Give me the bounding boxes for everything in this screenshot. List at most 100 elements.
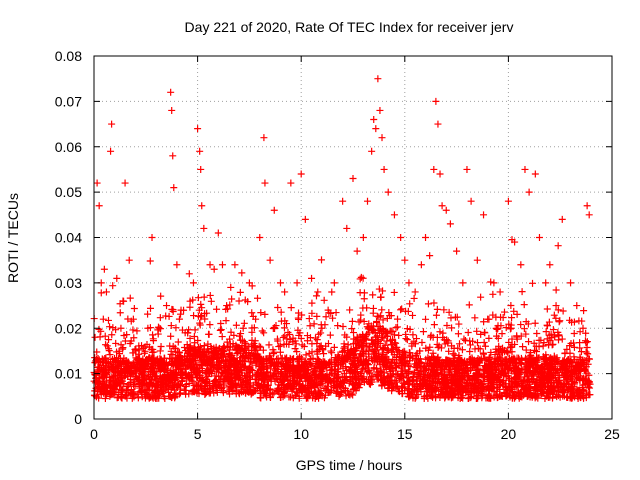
background-point [465,394,473,402]
background-point [216,326,224,334]
background-point [431,365,439,373]
background-point [410,294,418,302]
background-point [389,345,397,353]
background-point [299,371,307,379]
background-point [400,360,408,368]
background-point [246,365,254,373]
background-point [340,377,348,385]
background-point [320,350,328,358]
background-point [222,357,230,365]
background-point [560,392,568,400]
background-point [266,385,274,393]
background-point [261,310,269,318]
background-point [559,307,567,315]
background-point [157,355,165,363]
background-point [155,324,163,332]
background-point [357,351,365,359]
background-point [406,390,414,398]
background-point [294,315,302,323]
background-point [413,355,421,363]
background-point [424,372,432,380]
background-point [182,347,190,355]
y-tick-label: 0 [74,411,82,427]
background-point [464,328,472,336]
background-point [237,330,245,338]
background-point [582,339,590,347]
background-point [513,310,521,318]
background-point [584,360,592,368]
background-point [150,362,158,370]
background-point [195,390,203,398]
background-point [125,358,133,366]
background-point [299,382,307,390]
data-point [463,165,471,173]
background-point [228,295,236,303]
background-point [341,331,349,339]
background-point [192,369,200,377]
background-point [201,310,209,318]
data-point [144,324,152,332]
background-point [116,350,124,358]
background-point [522,368,530,376]
background-point [359,304,367,312]
background-point [413,335,421,343]
background-point [186,303,194,311]
background-point [487,348,495,356]
background-point [351,357,359,365]
background-point [133,327,141,335]
background-point [466,341,474,349]
background-point [217,350,225,358]
background-point [238,380,246,388]
data-point [245,279,253,287]
background-point [220,379,228,387]
background-point [104,316,112,324]
background-point [283,367,291,375]
background-point [396,375,404,383]
background-point [429,369,437,377]
background-point [406,325,414,333]
data-point [261,179,269,187]
data-point [417,261,425,269]
data-point [432,97,440,105]
background-point [439,333,447,341]
background-point [513,389,521,397]
background-point [380,344,388,352]
background-point [131,382,139,390]
background-point [197,300,205,308]
background-point [547,356,555,364]
background-point [384,384,392,392]
background-point [361,358,369,366]
background-point [363,331,371,339]
background-point [302,386,310,394]
background-point [369,372,377,380]
background-point [430,321,438,329]
background-point [289,372,297,380]
background-point [425,355,433,363]
data-point [91,333,99,341]
data-point [484,315,492,323]
background-point [566,342,574,350]
background-point [402,330,410,338]
background-point [583,344,591,352]
background-point [166,342,174,350]
background-point [169,351,177,359]
background-point [194,294,202,302]
background-point [193,373,201,381]
background-point [145,359,153,367]
background-point [295,331,303,339]
background-point [290,355,298,363]
background-point [377,293,385,301]
background-point [142,388,150,396]
background-point [508,379,516,387]
data-point [125,256,133,264]
background-point [239,357,247,365]
background-point [485,360,493,368]
background-point [489,290,497,298]
background-point [326,360,334,368]
data-point [405,279,413,287]
background-point [312,292,320,300]
background-point [276,348,284,356]
background-point [344,347,352,355]
data-point [170,184,178,192]
background-point [168,359,176,367]
